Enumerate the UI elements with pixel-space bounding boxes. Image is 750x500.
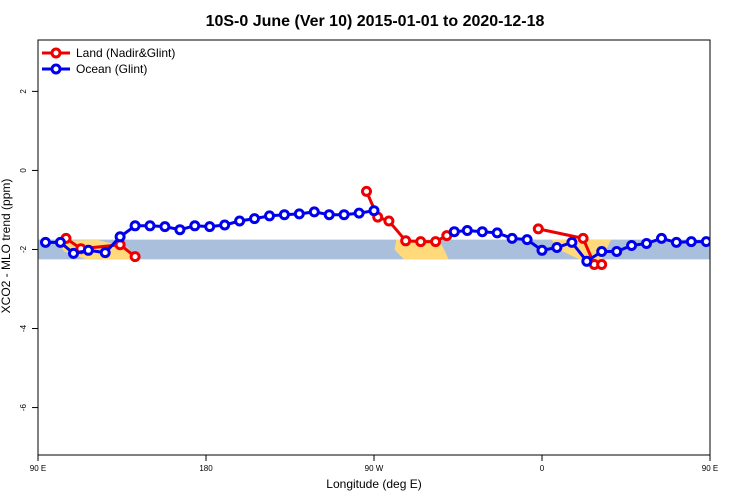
legend-label-land: Land (Nadir&Glint): [76, 46, 175, 60]
data-point-ocean: [536, 244, 548, 256]
data-point-land: [400, 235, 412, 247]
data-point-ocean: [234, 215, 246, 227]
data-point-land: [415, 236, 427, 248]
data-point-ocean: [114, 231, 126, 243]
data-point-ocean: [189, 220, 201, 232]
data-point-ocean: [461, 225, 473, 236]
data-point-land: [129, 251, 141, 263]
series-ocean: [40, 205, 740, 267]
legend-marker-land: [50, 47, 62, 59]
data-point-ocean: [129, 220, 141, 232]
data-point-ocean: [353, 207, 365, 219]
x-tick-label: 90 W: [365, 464, 384, 473]
data-point-ocean: [323, 209, 335, 221]
data-point-ocean: [732, 250, 740, 258]
data-point-ocean: [700, 236, 710, 248]
data-point-ocean: [144, 220, 156, 232]
data-point-ocean: [491, 227, 503, 239]
data-point-ocean: [670, 236, 682, 248]
data-point-ocean: [506, 232, 518, 244]
data-point-ocean: [685, 236, 697, 248]
data-point-ocean: [99, 247, 111, 259]
data-point-ocean: [264, 210, 275, 222]
data-point-ocean: [566, 236, 578, 248]
chart-title: 10S-0 June (Ver 10) 2015-01-01 to 2020-1…: [206, 13, 545, 30]
data-point-ocean: [717, 238, 725, 246]
x-tick-label: 90 E: [30, 464, 46, 473]
y-tick-label: -4: [19, 324, 28, 332]
data-point-ocean: [219, 219, 231, 231]
data-point-ocean: [40, 236, 51, 248]
data-point-land: [383, 215, 395, 227]
data-point-ocean: [338, 209, 350, 221]
x-tick-label: 180: [199, 464, 213, 473]
data-point-land: [577, 232, 589, 244]
y-tick-label: -6: [19, 403, 28, 411]
data-point-ocean: [204, 221, 216, 233]
y-axis: 2 0 -2 -4 -6: [19, 89, 38, 411]
data-point-ocean: [293, 208, 305, 220]
data-point-ocean: [448, 226, 460, 238]
y-tick-label: 2: [19, 89, 28, 94]
data-point-land: [430, 236, 442, 248]
data-point-ocean: [249, 213, 260, 225]
data-point-ocean: [159, 221, 171, 233]
legend-label-ocean: Ocean (Glint): [76, 62, 147, 76]
y-tick-label: 0: [19, 168, 28, 173]
data-point-ocean: [368, 205, 380, 217]
data-point-ocean: [626, 240, 638, 251]
legend-item-land: Land (Nadir&Glint): [42, 46, 175, 60]
data-point-ocean: [82, 244, 94, 256]
y-axis-label: XCO2 - MLO trend (ppm): [0, 179, 13, 314]
x-tick-label: 90 E: [702, 464, 718, 473]
legend-item-ocean: Ocean (Glint): [42, 62, 147, 76]
land-shape-3: [729, 240, 750, 259]
data-point-ocean: [476, 226, 488, 238]
x-tick-label: 0: [540, 464, 545, 473]
data-point-ocean: [656, 232, 667, 244]
data-point-ocean: [551, 242, 563, 253]
data-point-ocean: [174, 224, 186, 236]
series-layer: [40, 185, 740, 270]
data-point-ocean: [278, 209, 290, 221]
legend: Land (Nadir&Glint) Ocean (Glint): [42, 46, 175, 76]
x-axis: 90 E 180 90 W 0 90 E: [30, 455, 718, 473]
y-tick-label: -2: [19, 245, 28, 253]
data-point-land: [596, 259, 608, 270]
data-point-ocean: [641, 238, 652, 249]
data-point-ocean: [308, 206, 320, 218]
data-point-ocean: [611, 246, 623, 257]
data-point-land: [361, 185, 372, 197]
series-line-land: [65, 237, 137, 258]
data-point-land: [532, 223, 544, 235]
legend-marker-ocean: [50, 63, 62, 75]
data-point-ocean: [596, 246, 608, 257]
data-point-ocean: [54, 236, 66, 248]
data-point-ocean: [68, 247, 79, 259]
x-axis-label: Longitude (deg E): [326, 477, 421, 491]
data-point-ocean: [521, 234, 533, 246]
data-point-ocean: [581, 255, 593, 267]
